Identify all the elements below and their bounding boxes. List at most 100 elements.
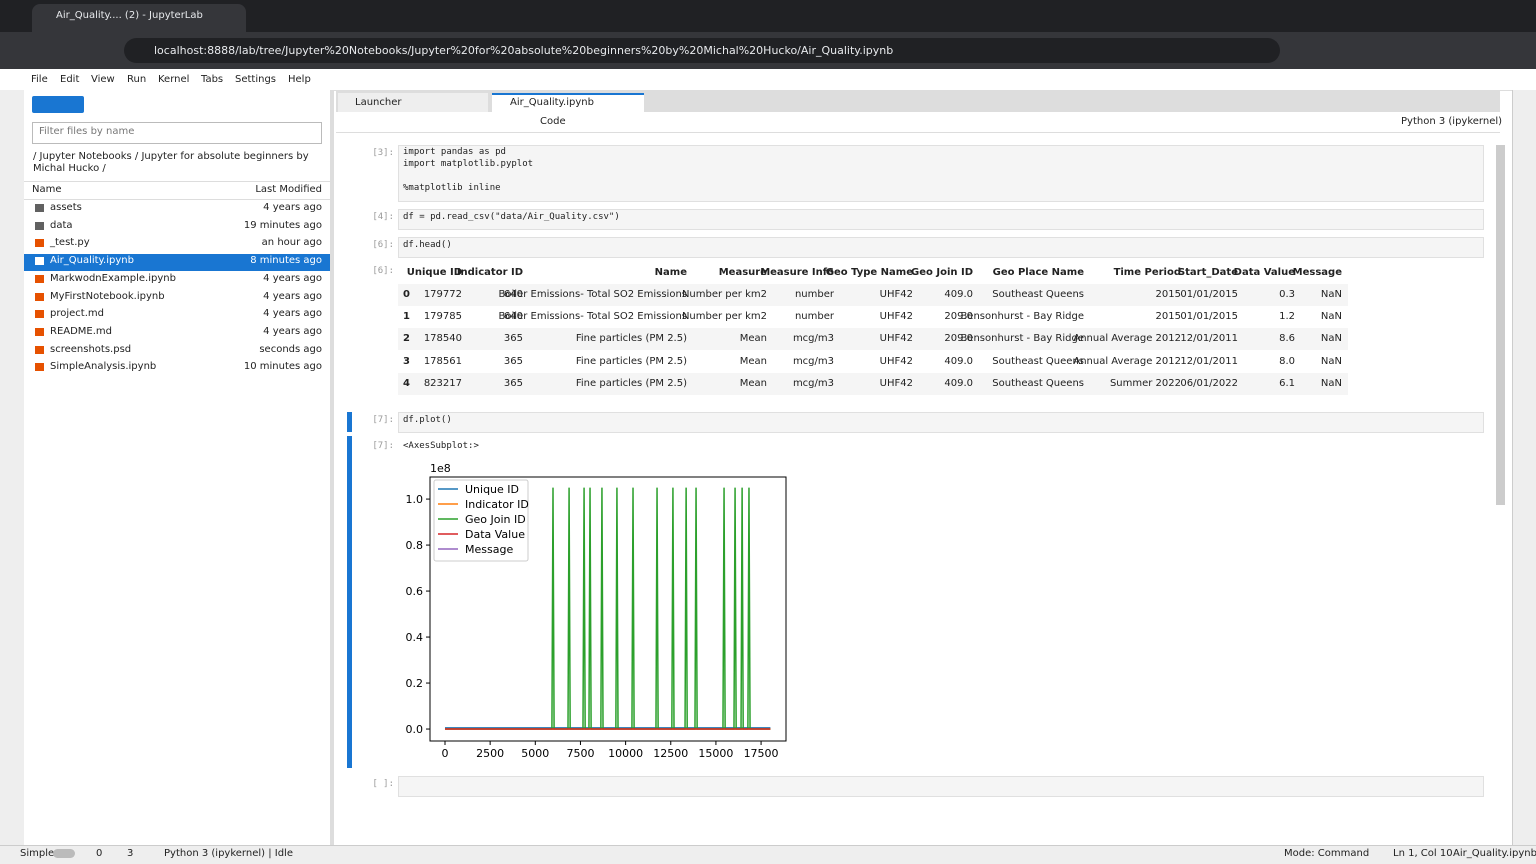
- tab[interactable]: [338, 93, 488, 112]
- file-name[interactable]: project.md: [50, 308, 104, 320]
- menu-item[interactable]: Help: [288, 74, 311, 85]
- tab-label[interactable]: Launcher: [355, 97, 402, 108]
- file-name[interactable]: assets: [50, 202, 82, 213]
- file-icon: [35, 327, 44, 336]
- new-launcher-button[interactable]: [32, 96, 84, 113]
- breadcrumb[interactable]: / Jupyter Notebooks / Jupyter for absolu…: [33, 151, 309, 174]
- column-modified[interactable]: Last Modified: [255, 184, 322, 195]
- table-cell: Bensonhurst - Bay Ridge: [960, 333, 1084, 345]
- file-name[interactable]: data: [50, 219, 73, 231]
- file-row-selected[interactable]: [24, 254, 330, 272]
- table-cell: 8.0: [1279, 355, 1295, 367]
- legend-label: Indicator ID: [465, 498, 529, 511]
- column-name[interactable]: Name: [32, 184, 62, 195]
- menu-item[interactable]: Edit: [60, 74, 80, 85]
- file-modified[interactable]: 4 years ago: [263, 325, 322, 337]
- code-cell[interactable]: [398, 776, 1484, 797]
- cell-type[interactable]: Code: [540, 116, 566, 127]
- scrollbar[interactable]: [1496, 145, 1505, 505]
- status-text[interactable]: Mode: Command: [1284, 848, 1370, 859]
- table-cell: 01/01/2015: [1180, 311, 1238, 323]
- table-cell: 12/01/2011: [1180, 333, 1238, 345]
- table-index: 1: [403, 311, 410, 323]
- menu-item[interactable]: File: [31, 74, 48, 85]
- file-modified[interactable]: 8 minutes ago: [250, 255, 322, 267]
- tab-title[interactable]: Air_Quality.... (2) - JupyterLab: [56, 10, 203, 21]
- file-modified[interactable]: 4 years ago: [263, 202, 322, 213]
- table-header: Geo Place Name: [992, 267, 1084, 278]
- y-tick-label: 0.8: [406, 539, 424, 552]
- table-cell: mcg/m3: [792, 377, 834, 389]
- table-cell: NaN: [1320, 311, 1342, 323]
- file-modified[interactable]: 4 years ago: [263, 272, 322, 284]
- y-tick-label: 0.2: [406, 677, 424, 690]
- table-index: 0: [403, 289, 410, 300]
- table-cell: Fine particles (PM 2.5): [575, 333, 687, 345]
- table-cell: 409.0: [944, 289, 973, 300]
- active-cell-bar: [347, 412, 352, 432]
- tab-label[interactable]: Air_Quality.ipynb: [510, 97, 594, 108]
- address-bar[interactable]: [124, 38, 1280, 63]
- column-header: [24, 181, 330, 200]
- file-icon: [35, 345, 44, 354]
- status-text[interactable]: Ln 1, Col 10: [1393, 848, 1453, 859]
- table-cell: Southeast Queens: [992, 377, 1084, 389]
- table-cell: NaN: [1320, 333, 1342, 345]
- toggle[interactable]: [53, 849, 75, 858]
- file-icon: [35, 274, 44, 283]
- status-text[interactable]: Python 3 (ipykernel) | Idle: [164, 848, 293, 859]
- table-cell: UHF42: [879, 377, 913, 389]
- table-cell: Southeast Queens: [992, 355, 1084, 367]
- filter-placeholder[interactable]: Filter files by name: [39, 126, 135, 137]
- status-text[interactable]: 0: [96, 848, 103, 859]
- file-name[interactable]: SimpleAnalysis.ipynb: [50, 361, 157, 373]
- code-line: %matplotlib inline: [403, 183, 501, 193]
- file-modified[interactable]: 19 minutes ago: [243, 219, 322, 231]
- menu-item[interactable]: Kernel: [158, 74, 190, 85]
- legend-label: Message: [465, 543, 513, 556]
- file-name[interactable]: MyFirstNotebook.ipynb: [50, 290, 165, 302]
- url[interactable]: localhost:8888/lab/tree/Jupyter%20Notebo…: [154, 44, 894, 57]
- plot-area: [429, 476, 787, 742]
- code-cell[interactable]: [398, 209, 1484, 230]
- menu-item[interactable]: Run: [127, 74, 147, 85]
- file-name[interactable]: _test.py: [50, 237, 90, 249]
- menu-item[interactable]: View: [91, 74, 115, 85]
- status-text[interactable]: 3: [127, 848, 134, 859]
- file-modified[interactable]: 4 years ago: [263, 308, 322, 320]
- table-cell: Southeast Queens: [992, 289, 1084, 300]
- file-modified[interactable]: 10 minutes ago: [243, 361, 322, 373]
- file-icon: [35, 239, 44, 248]
- status-text[interactable]: Air_Quality.ipynb: [1453, 848, 1536, 859]
- file-modified[interactable]: seconds ago: [259, 343, 322, 355]
- file-name[interactable]: MarkwodnExample.ipynb: [50, 272, 176, 284]
- file-icon: [35, 292, 44, 301]
- code-cell[interactable]: [398, 237, 1484, 258]
- cell-prompt: [ ]:: [372, 779, 394, 789]
- kernel-name[interactable]: Python 3 (ipykernel): [1401, 116, 1503, 127]
- table-cell: 0.3: [1279, 289, 1295, 300]
- file-name[interactable]: README.md: [50, 325, 113, 337]
- table-header: Data Value: [1233, 267, 1295, 278]
- browser-active-tab[interactable]: [32, 4, 246, 32]
- status-text[interactable]: Simple: [20, 848, 55, 859]
- table-cell: 365: [503, 355, 523, 367]
- tab-active[interactable]: [492, 93, 644, 114]
- file-modified[interactable]: 4 years ago: [263, 290, 322, 302]
- series-line: [444, 487, 771, 730]
- filter-box[interactable]: [32, 122, 322, 144]
- file-name[interactable]: screenshots.psd: [50, 343, 132, 355]
- code-cell[interactable]: [398, 145, 1484, 202]
- file-icon: [35, 204, 44, 212]
- file-name[interactable]: Air_Quality.ipynb: [50, 255, 134, 267]
- file-modified[interactable]: an hour ago: [261, 237, 322, 249]
- menu-item[interactable]: Settings: [235, 74, 277, 85]
- code-cell[interactable]: [398, 412, 1484, 433]
- table-cell: Mean: [739, 333, 767, 345]
- menu-item[interactable]: Tabs: [201, 74, 224, 85]
- table-header: Geo Join ID: [911, 267, 973, 278]
- y-tick-label: 1.0: [406, 493, 424, 506]
- x-tick-label: 12500: [653, 747, 688, 760]
- table-cell: Number per km2: [681, 311, 767, 323]
- output-prompt: [6]:: [372, 266, 394, 276]
